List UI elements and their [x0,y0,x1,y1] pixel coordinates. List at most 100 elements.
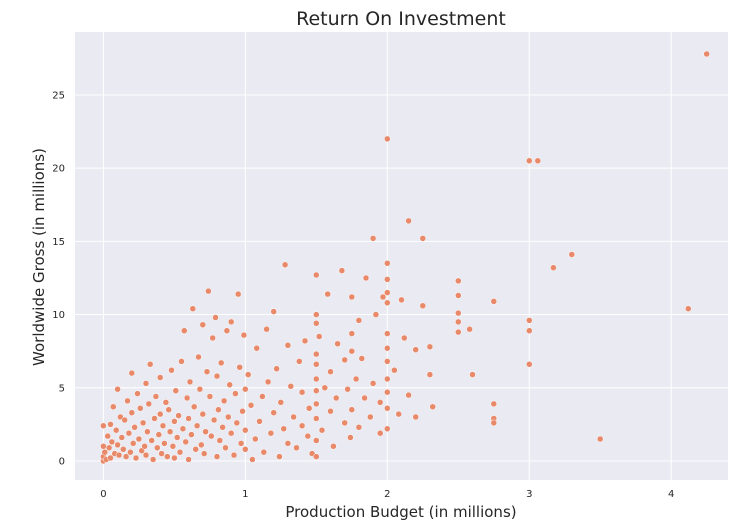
data-point [223,327,231,334]
data-point [107,454,114,462]
data-point [210,416,218,424]
data-point [125,429,133,437]
y-tick-label: 15 [52,237,65,248]
data-point [104,432,111,440]
data-point [127,448,134,456]
data-point [412,413,419,421]
data-point [114,385,121,393]
data-point [149,456,157,463]
data-point [242,446,249,453]
data-point [128,369,136,377]
data-point [203,368,211,375]
data-point [164,453,171,460]
data-point [313,350,320,358]
data-point [114,441,121,449]
data-point [226,381,233,389]
data-point [158,450,165,457]
data-point [313,387,320,394]
data-point [249,456,256,463]
data-point [384,358,391,365]
data-point [276,453,283,460]
chart-title: Return On Investment [296,8,506,30]
data-point [296,358,303,365]
y-tick-label: 10 [52,310,65,321]
data-point [171,454,178,462]
data-point [185,415,192,422]
y-tick-label: 25 [52,90,65,101]
data-point [405,217,412,225]
data-point [550,264,557,271]
data-point [202,428,209,435]
data-point [384,135,391,143]
data-point [313,361,320,368]
data-point [338,267,346,274]
data-point [305,405,313,412]
data-point [344,385,351,393]
data-point [490,298,498,305]
data-point [195,353,202,361]
data-point [216,437,224,444]
data-point [384,388,391,396]
data-point [384,344,391,352]
data-point [208,432,215,440]
x-tick-label: 1 [242,489,248,500]
data-point [118,434,126,441]
data-point [142,380,150,387]
y-axis-label: Worldwide Gross (in millions) [30,148,48,366]
data-point [384,299,391,307]
data-point [131,424,138,431]
data-point [376,399,384,406]
data-point [242,426,249,434]
data-point [151,415,158,422]
data-point [237,440,245,447]
data-point [146,361,154,368]
data-point [313,271,320,279]
data-point [156,410,164,418]
data-point [220,397,228,405]
data-point [273,365,280,372]
data-point [199,410,207,418]
data-point [526,317,533,324]
data-point [110,403,117,411]
data-point [112,426,120,434]
data-point [685,305,692,312]
data-point [181,327,188,334]
data-point [327,368,334,375]
data-point [178,358,185,365]
data-point [122,453,130,460]
data-point [105,444,113,452]
data-point [141,443,148,450]
data-point [367,413,374,421]
data-point [227,318,235,326]
data-point [361,394,368,402]
data-point [341,356,348,364]
data-point [192,446,199,453]
data-point [419,302,427,310]
data-point [193,422,201,430]
data-point [429,403,436,411]
data-point [304,432,312,440]
data-point [240,331,248,339]
data-point [466,325,473,333]
data-point [280,425,287,433]
data-point [318,426,326,434]
data-point [159,422,167,430]
y-tick-label: 5 [59,383,65,394]
data-point [139,419,147,427]
data-point [120,446,127,453]
data-point [162,399,170,406]
data-point [213,453,221,460]
data-point [134,390,141,397]
x-tick-label: 2 [384,489,390,500]
data-point [313,415,320,422]
data-point [264,378,272,386]
data-point [199,321,207,329]
data-point [148,437,155,444]
data-point [169,443,177,450]
data-point [236,364,243,371]
data-point [172,387,180,394]
data-point [135,435,143,443]
data-point [568,251,576,258]
data-point [230,451,238,459]
data-point [145,400,153,408]
